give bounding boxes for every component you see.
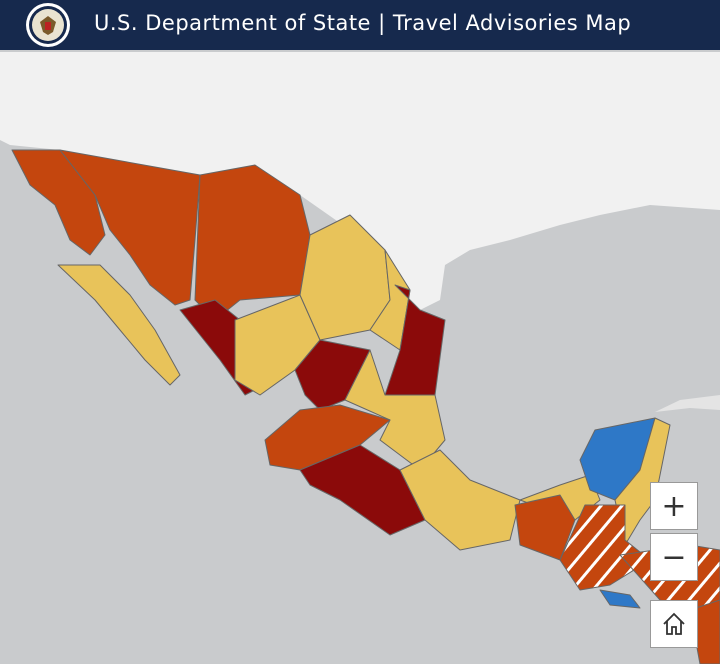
home-button[interactable]: [650, 600, 698, 648]
seal: [26, 3, 70, 47]
zoom-in-button[interactable]: +: [650, 482, 698, 530]
header: U.S. Department of State | Travel Adviso…: [0, 0, 720, 50]
regions: [11, 149, 720, 664]
zoom-out-button[interactable]: −: [650, 533, 698, 581]
map[interactable]: [0, 50, 720, 664]
cuba: [655, 395, 720, 412]
home-icon: [663, 612, 685, 635]
us-land: [0, 52, 720, 310]
header-title: U.S. Department of State | Travel Adviso…: [94, 11, 632, 35]
